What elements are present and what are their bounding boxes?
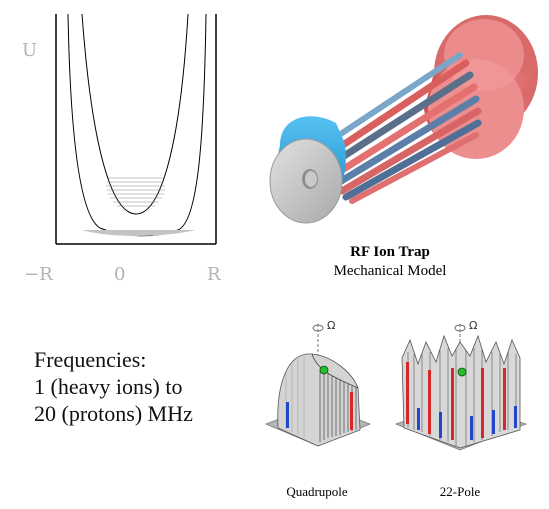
blue-end-cap (269, 116, 346, 224)
x-tick-r: R (207, 264, 221, 285)
energy-levels (106, 177, 165, 207)
quadrupole-omega-label: Ω (327, 319, 336, 332)
pole22-surface-plot (394, 324, 528, 451)
red-end-cap (424, 15, 538, 159)
potential-well-plot (55, 13, 217, 245)
pole22-electrodes (406, 362, 517, 440)
frequencies-line-2: 1 (heavy ions) to (34, 374, 183, 399)
ion-marker (319, 365, 329, 375)
quadrupole-caption: Quadrupole (286, 484, 348, 499)
trap-model-subtitle: Mechanical Model (333, 263, 447, 279)
trap-model-title: RF Ion Trap (350, 244, 430, 260)
frequencies-text: Frequencies: 1 (heavy ions) to 20 (proto… (34, 346, 264, 427)
frequencies-line-3: 20 (protons) MHz (34, 401, 193, 426)
quadrupole-electrode-red (350, 392, 353, 430)
quadrupole-surface (277, 353, 361, 447)
pole22-omega-label: Ω (469, 319, 478, 332)
x-tick-minus-r: −R (24, 264, 53, 285)
harmonic-potential-curve (81, 13, 189, 215)
pole22-caption: 22-Pole (439, 484, 481, 499)
y-axis-label: U (22, 40, 38, 61)
quadrupole-surface-plot (264, 324, 372, 447)
pole22-surface (401, 334, 521, 449)
frequencies-line-1: Frequencies: (34, 347, 147, 372)
electrode-rods (321, 52, 482, 204)
quadrupole-electrode-blue (286, 402, 289, 428)
x-tick-zero: 0 (114, 264, 126, 285)
ground-state-region (82, 230, 196, 236)
rf-trap-3d-model (269, 15, 538, 224)
ion-marker (457, 367, 467, 377)
